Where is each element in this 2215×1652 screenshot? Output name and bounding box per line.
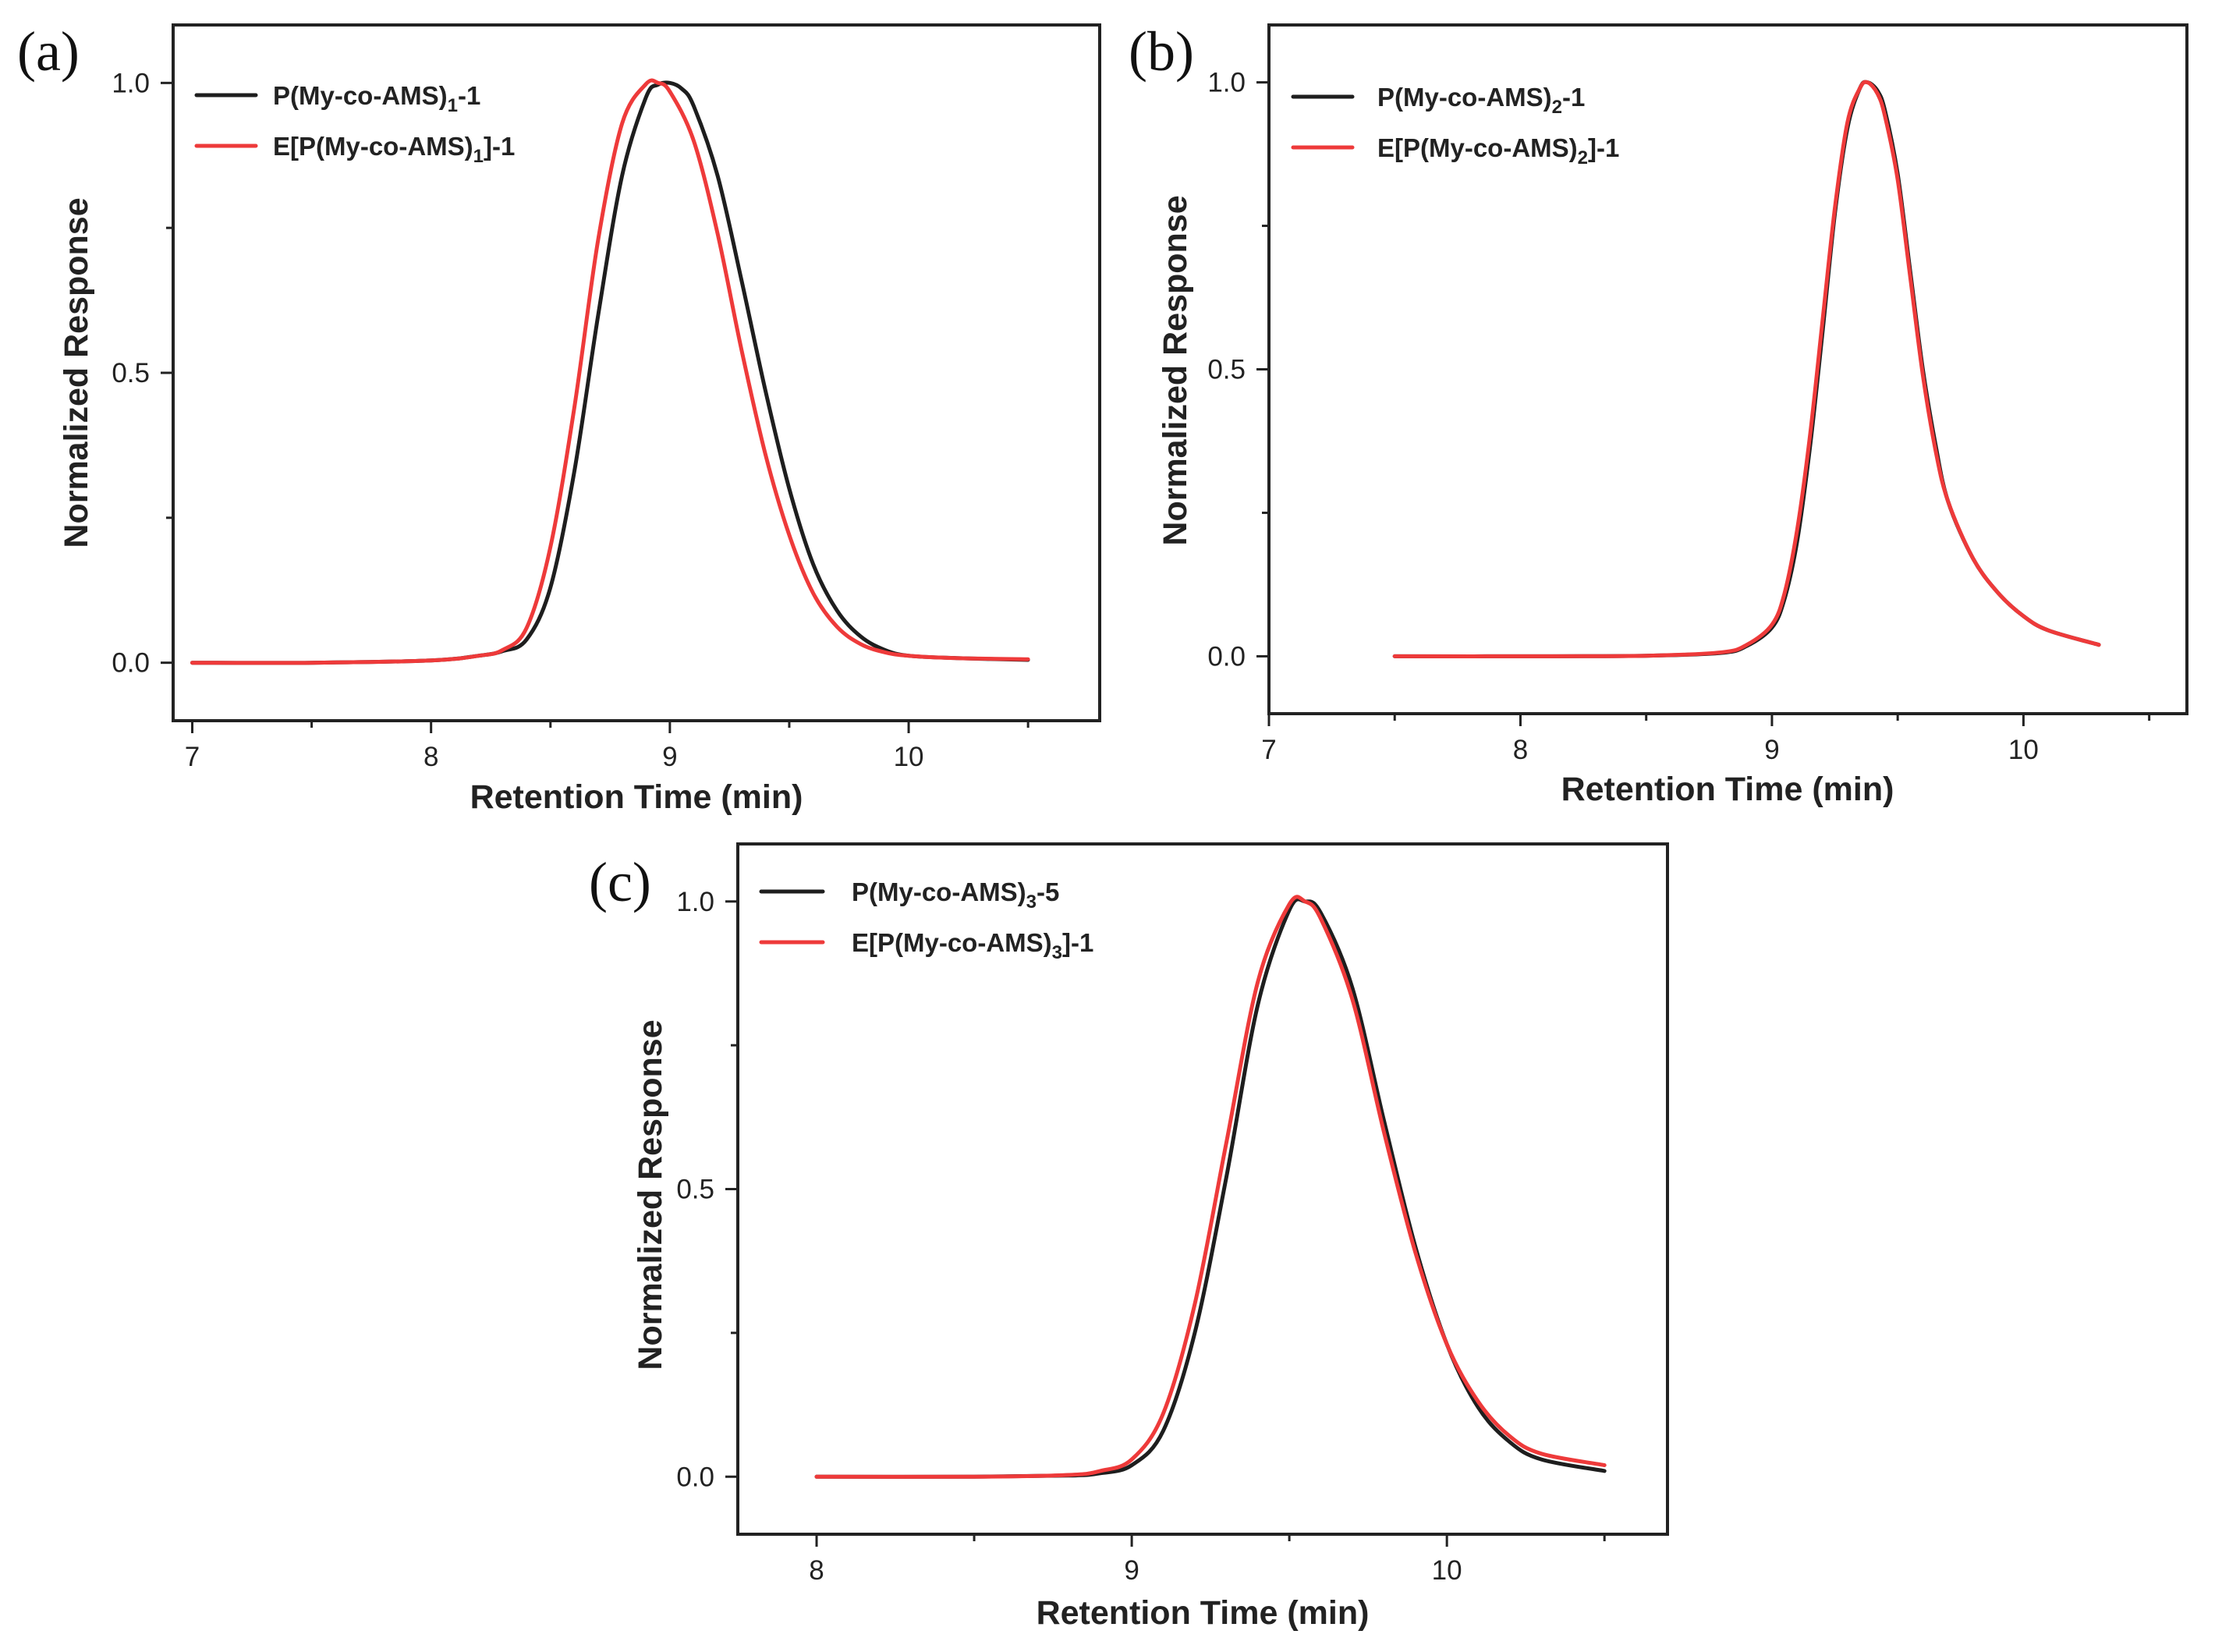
legend-b: P(My-co-AMS)2-1 E[P(My-co-AMS)2]-1 — [1291, 83, 1619, 168]
series-curves-a — [190, 78, 1030, 665]
y-tick-label-c-0: 0.0 — [676, 1462, 714, 1492]
x-tick-label-b-0: 7 — [1261, 735, 1276, 765]
x-tick-label-b-2: 9 — [1764, 735, 1779, 765]
y-axis-title-c: Normalized Response — [632, 1019, 669, 1370]
legend-entry-black-b: P(My-co-AMS)2-1 — [1377, 83, 1585, 118]
series-curves-c — [814, 895, 1607, 1479]
y-tick-label-b-1: 0.5 — [1207, 355, 1246, 385]
tick-marks-c — [725, 900, 1606, 1547]
y-tick-label-c-1: 0.5 — [676, 1175, 714, 1205]
x-tick-label-a-2: 9 — [662, 742, 677, 772]
panel-label-b: (b) — [1129, 20, 1194, 83]
legend-a: P(My-co-AMS)1-1 E[P(My-co-AMS)1]-1 — [194, 81, 515, 167]
tick-labels-b: 7 8 9 10 0.0 0.5 1.0 — [1207, 68, 2039, 765]
legend-entry-red-a: E[P(My-co-AMS)1]-1 — [273, 132, 515, 167]
y-axis-title-b: Normalized Response — [1157, 195, 1194, 545]
panel-label-a: (a) — [17, 20, 80, 83]
x-tick-label-a-3: 10 — [894, 742, 924, 772]
series-line-c-red — [814, 895, 1607, 1479]
tick-labels-c: 8 9 10 0.0 0.5 1.0 — [676, 887, 1462, 1586]
x-tick-label-b-1: 8 — [1513, 735, 1528, 765]
series-line-c-black — [814, 897, 1607, 1479]
y-tick-label-a-0: 0.0 — [112, 648, 150, 679]
x-tick-label-c-0: 8 — [809, 1555, 824, 1586]
x-tick-label-c-1: 9 — [1124, 1555, 1139, 1586]
y-tick-label-b-0: 0.0 — [1207, 641, 1246, 672]
tick-labels-a: 7 8 9 10 0.0 0.5 1.0 — [112, 68, 923, 772]
y-tick-label-a-1: 0.5 — [112, 358, 150, 388]
x-tick-label-a-0: 7 — [185, 742, 200, 772]
legend-entry-black-a: P(My-co-AMS)1-1 — [273, 81, 480, 116]
x-axis-title-c: Retention Time (min) — [1037, 1594, 1370, 1632]
x-axis-title-a: Retention Time (min) — [470, 778, 803, 816]
chart-panel-a: (a) 7 8 9 10 0.0 0.5 1.0 P(My-co-AMS)1-1 E[P(M… — [17, 20, 1101, 816]
x-axis-title-b: Retention Time (min) — [1561, 771, 1894, 808]
legend-entry-black-c: P(My-co-AMS)3-5 — [852, 877, 1059, 913]
x-tick-label-a-1: 8 — [424, 742, 438, 772]
series-curves-b — [1392, 80, 2101, 658]
legend-entry-red-c: E[P(My-co-AMS)3]-1 — [852, 928, 1093, 963]
chart-panel-b: (b) 7 8 9 10 0.0 0.5 1.0 P(My-co-AMS)2-1 E[P(M… — [1129, 20, 2188, 808]
legend-entry-red-b: E[P(My-co-AMS)2]-1 — [1377, 133, 1619, 168]
series-line-b-red — [1392, 80, 2101, 658]
plot-frame-b — [1267, 23, 2188, 715]
y-axis-title-a: Normalized Response — [58, 197, 95, 548]
panel-label-c: (c) — [589, 851, 651, 913]
series-line-b-black — [1392, 80, 2101, 658]
legend-c: P(My-co-AMS)3-5 E[P(My-co-AMS)3]-1 — [759, 877, 1093, 963]
x-tick-label-c-2: 10 — [1432, 1555, 1462, 1586]
y-tick-label-a-2: 1.0 — [112, 68, 150, 98]
y-tick-label-c-2: 1.0 — [676, 887, 714, 917]
y-tick-label-b-2: 1.0 — [1207, 68, 1246, 98]
tick-marks-a — [161, 81, 1030, 733]
tick-marks-b — [1256, 81, 2151, 726]
x-tick-label-b-3: 10 — [2008, 735, 2039, 765]
series-line-a-red — [190, 78, 1030, 665]
chart-panel-c: (c) 8 9 10 0.0 0.5 1.0 P(My-co-AMS)3-5 E[P(My… — [589, 842, 1669, 1632]
